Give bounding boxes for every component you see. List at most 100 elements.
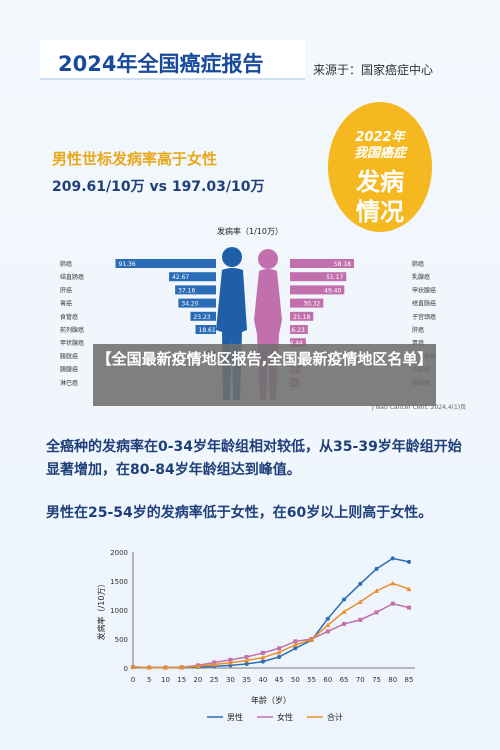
data-point [277,654,282,659]
data-point [130,664,136,670]
male-bar [195,325,216,334]
y-tick-label: 1000 [110,607,128,615]
data-point [390,601,395,606]
female-category-label: 肺癌 [412,260,424,268]
x-tick-label: 25 [210,676,219,684]
male-category-label: 胰腺癌 [60,366,78,374]
data-point [374,566,379,571]
data-point [162,665,168,670]
rates-comparison: 209.61/10万 vs 197.03/10万 [52,179,265,195]
data-point [342,621,347,626]
female-value-label: 51.17 [326,274,343,281]
data-point [292,642,298,647]
male-bar [169,272,216,282]
male-value-label: 18.61 [199,327,216,334]
female-category-label: 肝癌 [412,326,424,334]
overlay-banner [93,344,436,406]
female-bar [290,259,354,268]
data-point [244,661,249,666]
data-point [228,657,233,662]
x-axis-label: 年龄（岁） [251,695,291,705]
data-point [374,610,379,615]
female-bar [290,311,314,321]
badge-line2: 我国癌症 [353,146,406,161]
data-point [244,657,250,663]
series-line [132,602,410,669]
data-point [407,605,411,610]
data-point [211,662,217,667]
female-category-label: 子宫颈癌 [412,313,436,321]
x-tick-label: 75 [372,676,381,684]
data-point [407,559,411,564]
male-category-label: 膀胱癌 [60,352,78,360]
male-value-label: 23.23 [193,314,210,321]
data-point [325,616,330,621]
x-tick-label: 0 [131,676,135,684]
female-value-label: 49.40 [324,287,341,294]
male-bar [115,259,216,268]
female-bar [290,325,308,334]
x-tick-label: 15 [177,676,186,684]
data-point [276,649,282,655]
badge-line3: 发病 [356,168,404,196]
headline: 男性世标发病率高于女性 [52,150,218,168]
data-point [293,646,298,651]
y-axis-label: 发病率（/10万） [96,580,106,641]
data-point [260,655,266,660]
title-banner [40,40,305,80]
male-value-label: 42.67 [172,274,189,281]
citation: J Natl Cancer Cent. 2024,4(1)页 [371,404,466,411]
y-tick-label: 0 [124,665,128,673]
legend-label: 男性 [227,712,243,722]
data-point [406,586,412,592]
data-point [227,660,233,665]
female-bar [290,285,345,295]
legend-label: 合计 [327,712,343,722]
page-title: 2024年全国癌症报告 [58,52,264,76]
data-point [309,637,315,642]
female-value-label: 30.32 [303,301,320,308]
data-point [244,654,249,659]
x-tick-label: 5 [147,676,151,684]
x-tick-label: 10 [161,676,170,684]
data-point [358,617,363,622]
male-bar [178,298,216,308]
y-tick-label: 500 [115,636,128,644]
male-category-label: 胃癌 [60,300,72,308]
badge-circle: 2022年 我国癌症 发病 情况 [328,102,432,232]
data-point [342,597,347,602]
x-tick-label: 50 [291,676,300,684]
data-point [358,581,363,586]
data-point [260,659,265,664]
note-gender-trend: 男性在25-54岁的发病率低于女性，在60岁以上则高于女性。 [46,505,433,521]
data-point [341,609,347,614]
note-age-trend: 全癌种的发病率在0-34岁年龄组相对较低，从35-39岁年龄组开始显著增加，在8… [46,439,462,478]
legend-label: 女性 [277,712,293,722]
female-category-label: 胃癌 [412,339,424,347]
female-value-label: 58.18 [334,261,351,268]
female-bar [290,338,306,348]
x-tick-label: 35 [242,676,251,684]
source-label: 来源于：国家癌症中心 [313,63,434,77]
data-point [260,650,265,655]
male-category-label: 甲状腺癌 [60,339,84,347]
x-tick-label: 20 [193,676,202,684]
data-point [146,665,152,670]
x-tick-label: 55 [307,676,316,684]
male-value-label: 37.16 [178,287,195,294]
male-category-label: 肺癌 [60,260,72,268]
male-bar [190,311,216,321]
data-point [179,664,185,670]
data-point [390,556,395,561]
series-line [132,582,410,669]
data-point [390,580,396,586]
x-tick-label: 40 [258,676,267,684]
x-tick-label: 45 [275,676,284,684]
x-tick-label: 65 [340,676,349,684]
x-tick-label: 30 [226,676,235,684]
female-category-label: 甲状腺癌 [412,286,436,294]
female-value-label: 21.18 [293,314,310,321]
female-value-label: 16.23 [288,327,305,334]
data-point [277,646,282,651]
x-tick-label: 85 [405,676,414,684]
